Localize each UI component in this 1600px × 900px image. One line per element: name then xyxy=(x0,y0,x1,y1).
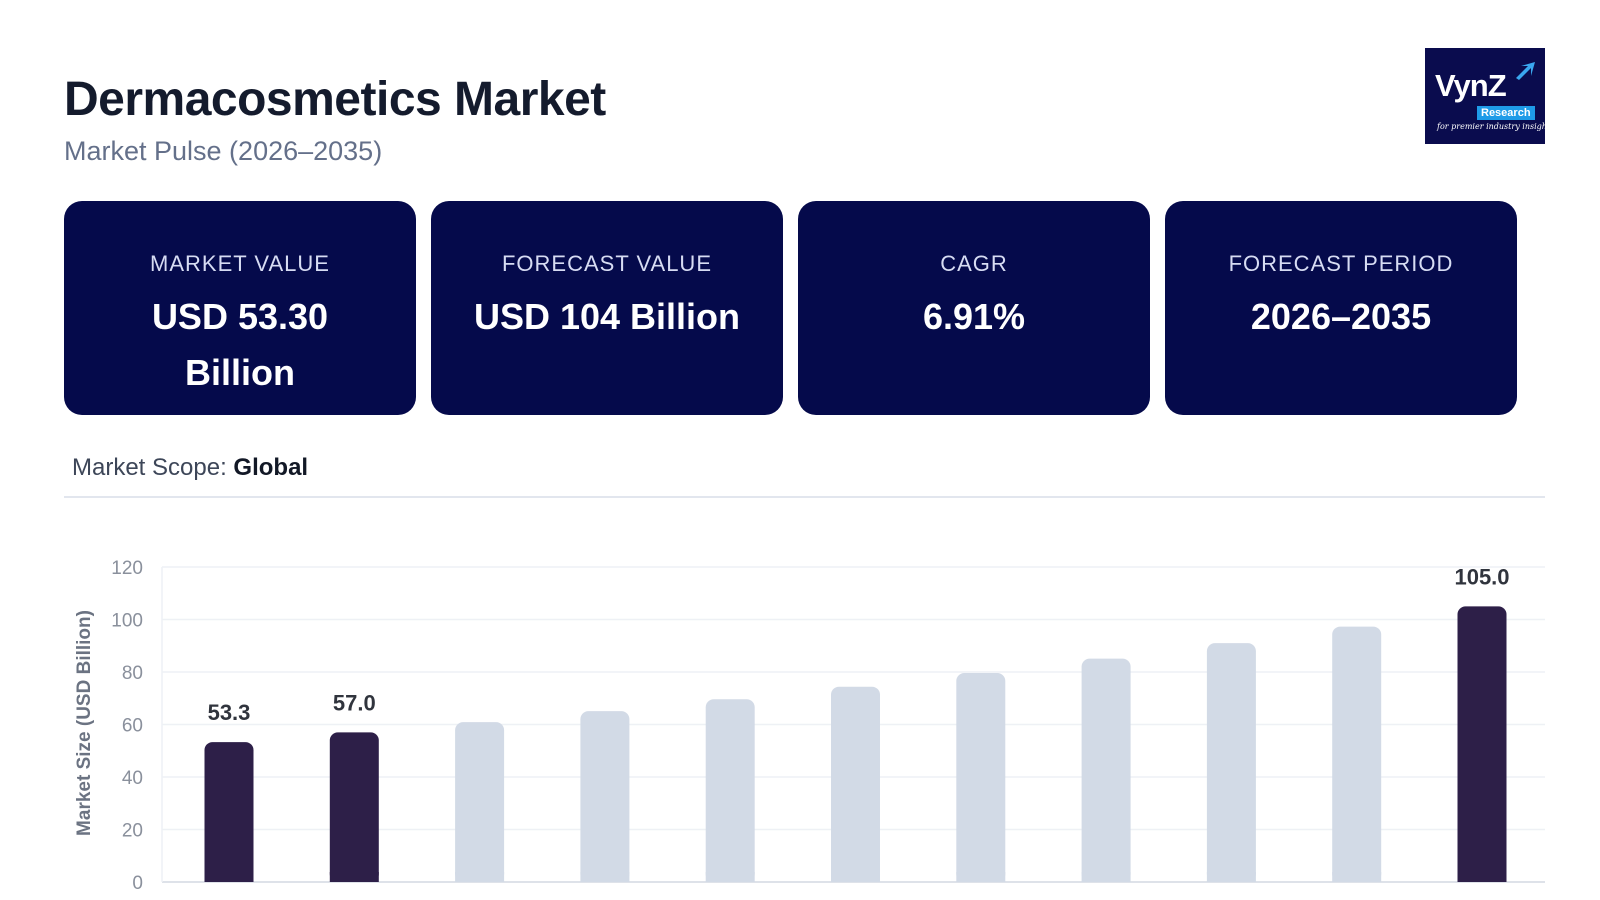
bar xyxy=(1332,626,1382,882)
logo-brand: VynZ xyxy=(1435,68,1507,103)
card-value: USD 104 Billion xyxy=(473,296,741,337)
data-label: 105.0 xyxy=(1454,564,1509,589)
bar xyxy=(956,673,1006,882)
bar xyxy=(204,742,254,882)
scope-value: Global xyxy=(233,454,309,481)
scope-label: Market Scope: xyxy=(72,454,227,481)
card-label: FORECAST VALUE xyxy=(501,251,712,276)
bar xyxy=(831,686,880,882)
bar-base xyxy=(455,872,505,882)
y-tick-label: 40 xyxy=(122,768,143,789)
bar xyxy=(1081,658,1131,882)
bar-base xyxy=(204,872,254,882)
y-tick-label: 60 xyxy=(122,716,143,737)
bar-base xyxy=(1206,872,1256,882)
y-axis-label: Market Size (USD Billion) xyxy=(74,610,95,836)
bar-base xyxy=(1457,872,1507,882)
bar xyxy=(580,711,630,882)
card-value: 6.91% xyxy=(922,296,1026,337)
forecast-period-card: FORECAST PERIOD 2026–2035 xyxy=(1165,201,1517,415)
bar xyxy=(1206,643,1256,882)
market-scope: Market Scope: Global xyxy=(72,454,308,482)
bar-base xyxy=(956,872,1006,882)
data-label: 57.0 xyxy=(333,690,376,715)
bar-base xyxy=(580,872,630,882)
arrow-up-right-icon xyxy=(1516,62,1535,80)
divider xyxy=(64,496,1545,498)
card-value: 2026–2035 xyxy=(1250,296,1432,337)
card-value: USD 53.30 Billion xyxy=(151,296,329,393)
page-title: Dermacosmetics Market xyxy=(64,73,606,126)
bar-base xyxy=(1081,872,1131,882)
bar xyxy=(329,732,379,882)
data-label: 53.3 xyxy=(208,700,251,725)
bar-base xyxy=(1332,872,1382,882)
card-label: CAGR xyxy=(940,251,1008,276)
logo-tagline: for premier industry insights xyxy=(1437,122,1555,131)
market-size-bar-chart: 0 20 40 60 80 100 120 53.3 57.0 105.0 Market Size… xyxy=(74,558,1545,894)
y-tick-label: 120 xyxy=(111,558,143,579)
y-tick-label: 0 xyxy=(132,873,143,894)
page-subtitle: Market Pulse (2026–2035) xyxy=(64,136,383,166)
market-value-card: MARKET VALUE USD 53.30 Billion xyxy=(64,201,416,415)
bar xyxy=(455,722,505,882)
bar xyxy=(705,699,755,882)
vynz-logo: VynZ Research for premier industry insig… xyxy=(1425,48,1554,144)
card-label: MARKET VALUE xyxy=(150,251,330,276)
y-tick-label: 100 xyxy=(111,611,143,632)
bar-base xyxy=(329,872,379,882)
bar-base xyxy=(831,872,880,882)
bar xyxy=(1457,606,1507,882)
bar-base xyxy=(705,872,755,882)
cagr-card: CAGR 6.91% xyxy=(798,201,1150,415)
forecast-value-card: FORECAST VALUE USD 104 Billion xyxy=(431,201,783,415)
y-tick-label: 20 xyxy=(122,821,143,842)
logo-research: Research xyxy=(1477,106,1535,120)
y-tick-label: 80 xyxy=(122,663,143,684)
card-label: FORECAST PERIOD xyxy=(1228,251,1454,276)
